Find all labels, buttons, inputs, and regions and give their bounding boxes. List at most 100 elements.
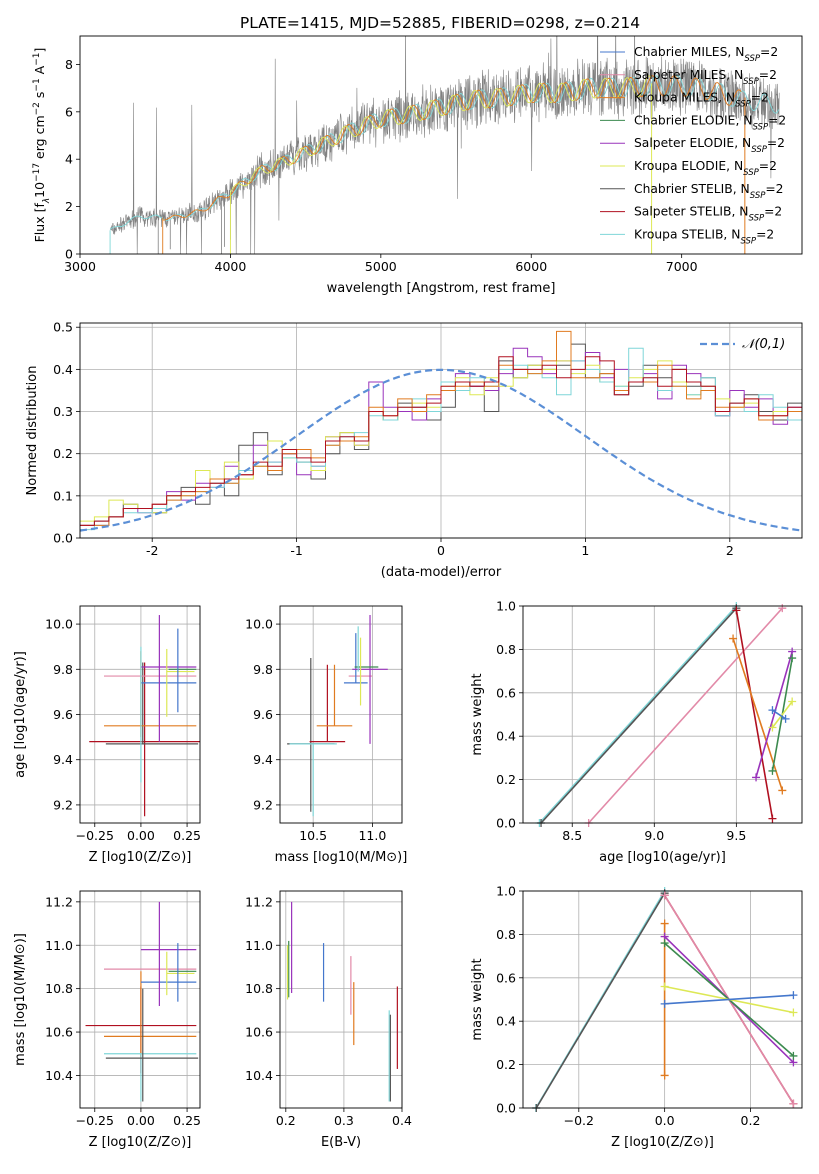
spectrum-ylabel-part: s xyxy=(32,92,47,103)
legend-name: Salpeter MILES, N xyxy=(634,68,743,82)
mass_weight_vs_z-weight-marker xyxy=(660,982,669,991)
legend-suffix: =2 xyxy=(759,68,777,82)
legend-sub: SSP xyxy=(743,77,759,87)
spectrum-xtick-label: 5000 xyxy=(365,259,397,274)
mass_weight_vs_age-weight-line xyxy=(735,610,774,819)
spectrum-ylabel-part: 10 xyxy=(32,182,47,198)
mass_weight_vs_z-ytick-label: 0.2 xyxy=(496,1057,516,1072)
mass_vs_z-xtick-label: −0.25 xyxy=(76,1113,114,1128)
residuals-ytick-label: 0.0 xyxy=(53,531,73,546)
mass_vs_ebv-frame xyxy=(279,890,403,1109)
legend-suffix: =2 xyxy=(764,205,782,219)
mass_weight_vs_age-weight-line xyxy=(588,607,783,823)
mass_vs_ebv-plot-area xyxy=(286,901,398,1102)
age_vs_mass-frame xyxy=(279,605,403,824)
spectrum-legend-entry: Kroupa MILES, NSSP=2 xyxy=(634,91,769,110)
mass_vs_z-ytick-label: 10.4 xyxy=(45,1068,73,1083)
age_vs_mass-ytick-label: 10.0 xyxy=(245,617,273,632)
mass_weight_vs_z-weight-marker xyxy=(789,1099,798,1108)
spectrum-xtick-label: 7000 xyxy=(666,259,698,274)
spectrum-ylabel-part: erg cm xyxy=(32,115,47,163)
age_vs_z-ytick-label: 9.4 xyxy=(53,752,73,767)
residual-histogram-series xyxy=(80,347,802,526)
residuals-xtick-label: 2 xyxy=(726,543,734,558)
spectrum-xtick-label: 6000 xyxy=(515,259,547,274)
spectrum-ytick-label: 2 xyxy=(65,199,73,214)
mass_weight_vs_z-ytick-label: 0.0 xyxy=(496,1101,516,1116)
mass_weight_vs_z-weight-line xyxy=(664,994,794,1005)
spectrum-legend-entry: Chabrier STELIB, NSSP=2 xyxy=(634,182,784,201)
age_vs_z-ytick-label: 9.8 xyxy=(53,662,73,677)
age_vs_z-ytick-label: 10.0 xyxy=(45,617,73,632)
legend-name: Kroupa STELIB, N xyxy=(634,227,740,241)
age_vs_z-axes: −0.25 0.00 0.25 9.2 9.4 9.6 9.8 10.0 Z [log10(Z/… xyxy=(13,605,201,865)
mass_vs_z-ytick-label: 10.8 xyxy=(45,981,73,996)
spectrum-legend-entry: Chabrier ELODIE, NSSP=2 xyxy=(634,113,786,132)
mass_vs_z-frame xyxy=(79,890,201,1109)
spectrum-model-line xyxy=(230,75,652,193)
spectrum-legend-entry: Salpeter MILES, NSSP=2 xyxy=(634,68,777,87)
mass_weight_vs_age-xtick-label: 9.5 xyxy=(726,828,746,843)
mass_weight_vs_z-weight-marker xyxy=(789,991,798,1000)
spectrum-model-line xyxy=(109,75,780,230)
legend-suffix: =2 xyxy=(768,113,786,127)
mass_vs_ebv-ytick-label: 10.6 xyxy=(245,1025,273,1040)
mass_weight_vs_age-ytick-label: 1.0 xyxy=(496,599,516,614)
mass_weight_vs_z-weight-marker xyxy=(660,1071,669,1080)
residual-histogram-series xyxy=(80,347,802,531)
residuals-xtick-label: -2 xyxy=(146,543,158,558)
legend-name: Chabrier ELODIE, N xyxy=(634,113,752,127)
mass_weight_vs_age-weight-marker xyxy=(788,697,797,706)
spectrum-ylabel-part: −1 xyxy=(32,53,42,66)
spectrum-ylabel-part: −17 xyxy=(32,163,42,182)
age_vs_mass-xtick-label: 11.0 xyxy=(358,828,386,843)
mass_vs_ebv-xtick-label: 0.2 xyxy=(276,1113,296,1128)
legend-sub: SSP xyxy=(749,214,765,224)
age_vs_mass-ytick-label: 9.4 xyxy=(253,752,273,767)
mass_weight_vs_age-ytick-label: 0.6 xyxy=(496,685,516,700)
mass_vs_ebv-ytick-label: 10.4 xyxy=(245,1068,273,1083)
mass_weight_vs_z-xtick-label: 0.0 xyxy=(655,1113,675,1128)
mass_weight_vs_z-weight-marker xyxy=(660,891,669,900)
residuals-xlabel: (data-model)/error xyxy=(381,565,502,580)
age_vs_mass-ytick-label: 9.2 xyxy=(253,797,273,812)
spectrum-ylabel-part: λ xyxy=(42,198,52,204)
mass_weight_vs_age-plot-area xyxy=(538,606,793,823)
mass_weight_vs_age-weight-marker xyxy=(752,773,761,782)
spectrum-xtick-label: 3000 xyxy=(64,259,96,274)
mass_weight_vs_z-frame xyxy=(522,890,803,1109)
residuals-ytick-label: 0.5 xyxy=(53,320,73,335)
mass_weight_vs_z-weight-marker xyxy=(660,939,669,948)
mass_vs_ebv-ytick-label: 11.0 xyxy=(245,938,273,953)
legend-suffix: =2 xyxy=(756,227,774,241)
mass_vs_z-xtick-label: 0.25 xyxy=(173,1113,201,1128)
age_vs_z-ytick-label: 9.6 xyxy=(53,707,73,722)
mass_weight_vs_age-ytick-label: 0.4 xyxy=(496,729,516,744)
spectrum-ytick-label: 0 xyxy=(65,247,73,262)
mass_vs_z-plot-area xyxy=(85,901,199,1102)
residuals-ytick-label: 0.4 xyxy=(53,362,73,377)
mass_weight_vs_age-weight-marker xyxy=(778,786,787,795)
age_vs_z-xlabel: Z [log10(Z/Z⊙)] xyxy=(89,850,192,865)
age_vs_z-ytick-label: 9.2 xyxy=(53,797,73,812)
mass_weight_vs_z-xtick-label: 0.2 xyxy=(741,1113,761,1128)
age_vs_mass-xtick-label: 10.5 xyxy=(299,828,327,843)
legend-name: Salpeter STELIB, N xyxy=(634,205,749,219)
mass_weight_vs_z-ytick-label: 0.6 xyxy=(496,970,516,985)
legend-suffix: =2 xyxy=(760,45,778,59)
mass_weight_vs_age-xtick-label: 8.5 xyxy=(562,828,582,843)
mass_weight_vs_age-weight-marker xyxy=(768,766,777,775)
age_vs_z-xtick-label: 0.25 xyxy=(173,828,201,843)
spectrum-legend-entry: Salpeter STELIB, NSSP=2 xyxy=(634,205,782,224)
spectrum-legend-entry: Chabrier MILES, NSSP=2 xyxy=(634,45,778,64)
normal-distribution-curve xyxy=(80,368,802,532)
spectrum-xlabel: wavelength [Angstrom, rest frame] xyxy=(327,281,556,296)
mass_weight_vs_z-axes: −0.2 0.0 0.2 0.0 0.2 0.4 0.6 0.8 1.0 Z [log10(Z/Z… xyxy=(470,884,803,1150)
mass_weight_vs_z-weight-line xyxy=(535,892,666,1108)
residuals-ytick-label: 0.3 xyxy=(53,404,73,419)
mass_weight_vs_z-weight-marker xyxy=(789,1051,798,1060)
mass_weight_vs_age-weight-marker xyxy=(778,604,787,613)
mass_vs_ebv-ytick-label: 10.8 xyxy=(245,981,273,996)
mass_weight_vs_age-ylabel: mass weight xyxy=(470,673,485,755)
